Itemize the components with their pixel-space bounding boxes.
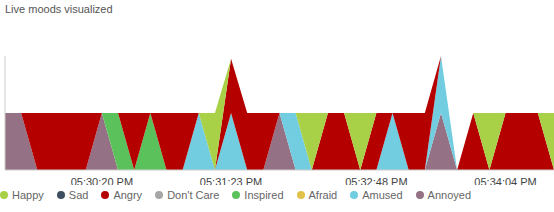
svg-text:05:32:48 PM: 05:32:48 PM bbox=[345, 176, 407, 185]
html-text:Sad: Sad bbox=[68, 189, 89, 201]
svg-text:05:34:04 PM: 05:34:04 PM bbox=[474, 176, 536, 185]
html-text:Amused: Amused bbox=[362, 189, 403, 201]
html-text:Don't Care: Don't Care bbox=[167, 189, 220, 201]
svg-text:05:30:20 PM: 05:30:20 PM bbox=[71, 176, 133, 185]
html-text:Afraid: Afraid bbox=[308, 189, 338, 201]
html-text:Angry: Angry bbox=[113, 189, 143, 201]
html-text:Live moods visualized: Live moods visualized bbox=[5, 3, 113, 15]
html-text:Happy: Happy bbox=[12, 189, 44, 201]
svg-text:05:31:23 PM: 05:31:23 PM bbox=[200, 176, 262, 185]
html-text:Inspired: Inspired bbox=[244, 189, 284, 201]
html-text:Annoyed: Annoyed bbox=[427, 189, 471, 201]
